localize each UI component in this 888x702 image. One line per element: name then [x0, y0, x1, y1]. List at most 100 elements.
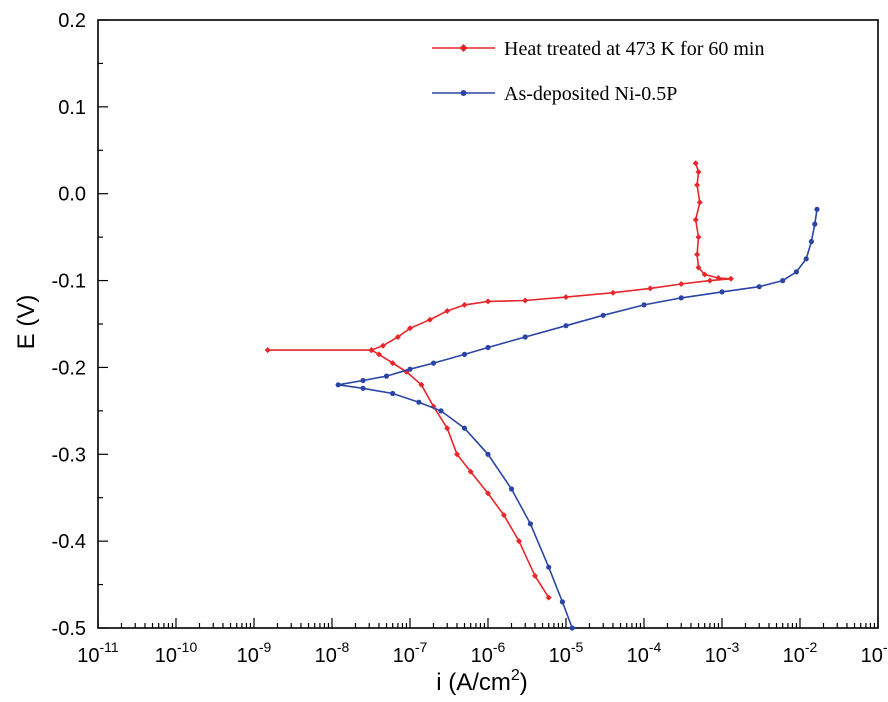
data-point: [610, 289, 616, 296]
series-1: [264, 160, 734, 601]
legend-label-heat-treated: Heat treated at 473 K for 60 min: [504, 38, 764, 60]
y-tick-label: 0.2: [58, 10, 86, 32]
data-point: [376, 351, 382, 358]
data-point: [812, 221, 818, 227]
y-tick-label: -0.1: [52, 271, 86, 293]
x-tick-label: 10-5: [549, 639, 584, 667]
data-point: [394, 334, 401, 340]
data-point: [532, 572, 538, 579]
data-point: [485, 490, 491, 497]
data-point: [695, 234, 702, 241]
data-point: [641, 302, 647, 308]
series-layer: [264, 160, 820, 631]
x-tick-label: 10-2: [783, 639, 818, 667]
y-tick-label: -0.5: [52, 618, 86, 640]
y-axis-label: E (V): [13, 295, 40, 350]
data-point: [692, 216, 699, 223]
data-point: [808, 238, 815, 245]
legend: Heat treated at 473 K for 60 min As-depo…: [432, 38, 764, 105]
data-point: [430, 360, 437, 366]
data-point: [814, 206, 820, 212]
data-point: [485, 298, 491, 305]
legend-label-as-deposited: As-deposited Ni-0.5P: [504, 83, 677, 105]
data-point: [678, 281, 685, 287]
x-tick-label: 10-3: [705, 639, 740, 667]
data-point: [335, 382, 341, 388]
data-point: [461, 425, 468, 431]
data-point: [467, 468, 474, 475]
y-tick-label: -0.3: [52, 444, 86, 466]
x-tick-label: 10-1: [861, 639, 888, 667]
data-point: [546, 564, 552, 570]
x-tick-label: 10-8: [315, 639, 350, 667]
data-point: [485, 451, 491, 457]
data-point: [522, 297, 529, 304]
x-axis-label-exponent: 2: [511, 667, 520, 684]
data-point: [485, 344, 491, 351]
x-tick-label: 10-9: [237, 639, 272, 667]
data-point: [389, 360, 396, 367]
data-point: [454, 451, 460, 458]
data-point: [545, 594, 552, 601]
data-point: [426, 316, 433, 323]
data-point: [715, 275, 722, 281]
data-point: [461, 351, 468, 357]
x-tick-label: 10-6: [471, 639, 506, 667]
data-point: [390, 390, 396, 397]
x-tick-label: 10-11: [77, 639, 119, 667]
data-point: [461, 301, 468, 308]
data-point: [438, 408, 444, 414]
data-point: [569, 625, 575, 631]
data-point: [695, 169, 702, 175]
data-point: [559, 599, 566, 605]
data-point: [803, 256, 809, 262]
data-point: [383, 373, 390, 379]
data-point: [706, 277, 713, 284]
data-point: [793, 269, 800, 275]
data-point: [407, 366, 413, 372]
data-point: [678, 295, 684, 301]
data-point: [444, 308, 451, 314]
x-axis-label: i (A/cm2): [436, 667, 528, 696]
data-point: [516, 538, 522, 545]
data-point: [416, 399, 422, 405]
data-point: [368, 347, 375, 354]
data-point: [696, 199, 703, 206]
data-point: [600, 312, 606, 318]
legend-marker-as-deposited: [460, 90, 467, 96]
plot-area-frame: [97, 19, 879, 629]
data-point: [563, 323, 569, 329]
series-2: [335, 206, 820, 631]
data-point: [727, 275, 734, 282]
data-point: [780, 278, 786, 284]
data-point: [719, 289, 725, 295]
data-point: [360, 377, 366, 384]
data-point: [694, 251, 701, 258]
data-point: [444, 425, 451, 432]
legend-marker-heat-treated: [459, 44, 468, 52]
data-point: [563, 294, 569, 301]
data-point: [701, 271, 708, 278]
x-tick-label: 10-7: [393, 639, 428, 667]
data-point: [380, 342, 386, 349]
data-point: [692, 160, 699, 167]
data-point: [407, 325, 413, 332]
data-point: [756, 284, 762, 290]
data-point: [508, 486, 515, 492]
x-axis-label-close: ): [520, 669, 528, 696]
axis-layer: -0.5 -0.4 -0.3 -0.2 -0.1 0.0 0.1 0.2 10-11 10-10 1…: [52, 10, 888, 667]
y-tick-label: 0.1: [58, 97, 86, 119]
data-point: [694, 182, 701, 188]
data-point: [500, 512, 507, 519]
data-point: [418, 381, 425, 388]
data-point: [647, 285, 654, 292]
data-point: [264, 347, 271, 354]
data-point: [360, 385, 366, 391]
y-tick-label: -0.4: [52, 531, 86, 553]
x-tick-label: 10-10: [155, 639, 198, 667]
y-tick-label: 0.0: [58, 184, 86, 206]
data-point: [695, 264, 702, 271]
x-axis-label-base: i (A/cm: [436, 669, 511, 696]
series-line: [267, 163, 731, 599]
